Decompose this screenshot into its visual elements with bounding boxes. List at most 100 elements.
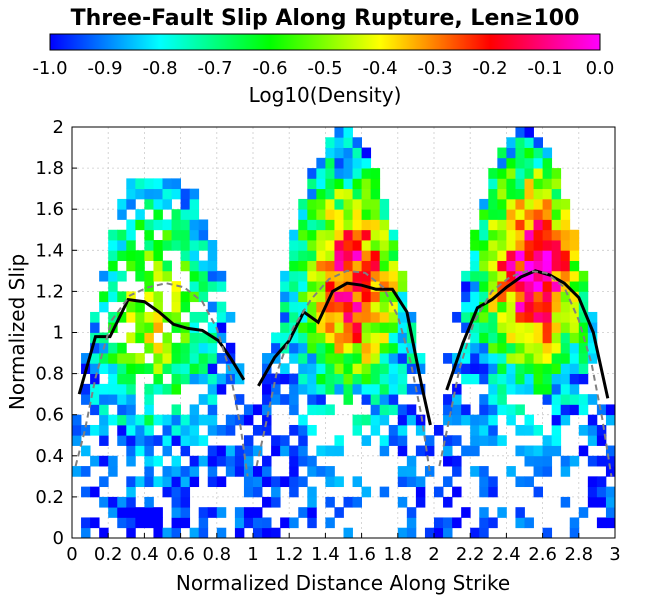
heatmap-cell [605, 414, 616, 426]
heatmap-cell [452, 455, 462, 467]
heatmap-cell [343, 322, 353, 333]
heatmap-cell [542, 291, 553, 303]
heatmap-cell [198, 260, 209, 272]
heatmap-cell [99, 383, 109, 395]
heatmap-cell [90, 353, 100, 364]
heatmap-cell [361, 229, 372, 241]
heatmap-cell [479, 229, 489, 241]
y-tick-label: 1.8 [35, 158, 64, 179]
heatmap-cell [506, 353, 516, 364]
heatmap-cell [225, 424, 236, 436]
heatmap-cell [470, 332, 480, 344]
heatmap-cell [560, 496, 571, 508]
heatmap-cell [108, 342, 118, 354]
heatmap-cell [397, 414, 408, 426]
heatmap-cell [144, 404, 154, 416]
heatmap-cell [461, 311, 471, 323]
heatmap-cell [108, 229, 118, 241]
heatmap-cell [397, 270, 408, 282]
heatmap-cell [153, 250, 163, 261]
heatmap-cell [379, 383, 390, 395]
heatmap-cell [117, 496, 127, 508]
heatmap-cell [289, 445, 299, 457]
heatmap-cell [397, 466, 408, 477]
x-tick-label: 2.8 [564, 544, 593, 565]
heatmap-cell [153, 198, 163, 210]
heatmap-cell [361, 219, 372, 231]
heatmap-cell [488, 404, 498, 416]
heatmap-cell [162, 383, 172, 395]
heatmap-cell [216, 476, 227, 488]
heatmap-cell [307, 517, 317, 529]
heatmap-cell [352, 137, 362, 148]
heatmap-cell [198, 435, 209, 446]
heatmap-cell [361, 198, 372, 210]
colorbar-tick-label: -0.7 [197, 58, 232, 79]
heatmap-cell [524, 445, 534, 457]
heatmap-cell [596, 455, 607, 467]
heatmap-cell [325, 147, 335, 159]
heatmap-cell [316, 281, 326, 292]
heatmap-cell [524, 137, 534, 148]
heatmap-cell [316, 270, 326, 282]
heatmap-cell [198, 353, 209, 364]
heatmap-cell [99, 291, 109, 303]
heatmap-cell [551, 270, 562, 282]
heatmap-cell [216, 281, 227, 292]
heatmap-cell [316, 332, 326, 344]
heatmap-cell [307, 455, 317, 467]
heatmap-cell [515, 137, 525, 148]
heatmap-cell [533, 383, 543, 395]
heatmap-cell [388, 383, 399, 395]
heatmap-cell [298, 435, 308, 446]
heatmap-cell [352, 209, 362, 220]
heatmap-cell [379, 291, 390, 303]
heatmap-cell [162, 219, 172, 231]
heatmap-cell [180, 424, 191, 436]
heatmap-cell [316, 260, 326, 272]
heatmap-cell [542, 373, 553, 385]
heatmap-cell [198, 363, 209, 374]
heatmap-cell [117, 414, 127, 426]
heatmap-cell [126, 311, 136, 323]
x-tick-label: 0.8 [202, 544, 231, 565]
heatmap-cell [524, 301, 534, 313]
heatmap-cell [488, 198, 498, 210]
heatmap-cell [551, 414, 562, 426]
heatmap-cell [334, 260, 344, 272]
heatmap-cell [497, 363, 507, 374]
heatmap-cell [334, 373, 344, 385]
heatmap-cell [424, 527, 435, 539]
heatmap-cell [524, 311, 534, 323]
heatmap-cell [524, 127, 534, 138]
heatmap-cell [298, 322, 308, 333]
heatmap-cell [307, 353, 317, 364]
heatmap-cell [144, 229, 154, 241]
heatmap-cell [144, 332, 154, 344]
heatmap-cell [162, 435, 172, 446]
heatmap-cell [497, 260, 507, 272]
heatmap-cell [298, 414, 308, 426]
heatmap-cell [361, 383, 372, 395]
heatmap-cell [461, 353, 471, 364]
heatmap-cell [461, 270, 471, 282]
heatmap-cell [162, 270, 172, 282]
heatmap-cell [117, 373, 127, 385]
heatmap-cell [506, 363, 516, 374]
heatmap-cell [488, 229, 498, 241]
heatmap-cell [180, 240, 191, 251]
heatmap-cell [388, 291, 399, 303]
chart-title: Three-Fault Slip Along Rupture, Len≥100 [71, 6, 580, 31]
heatmap-cell [370, 414, 381, 426]
heatmap-cell [234, 527, 245, 539]
heatmap-cell [524, 322, 534, 333]
heatmap-cell [388, 240, 399, 251]
heatmap-cell [361, 178, 372, 190]
heatmap-cell [144, 342, 154, 354]
heatmap-cell [379, 363, 390, 374]
heatmap-cell [506, 466, 516, 477]
heatmap-cell [370, 229, 381, 241]
heatmap-cell [542, 455, 553, 467]
heatmap-cell [153, 476, 163, 488]
y-axis-label: Normalized Slip [5, 254, 29, 410]
